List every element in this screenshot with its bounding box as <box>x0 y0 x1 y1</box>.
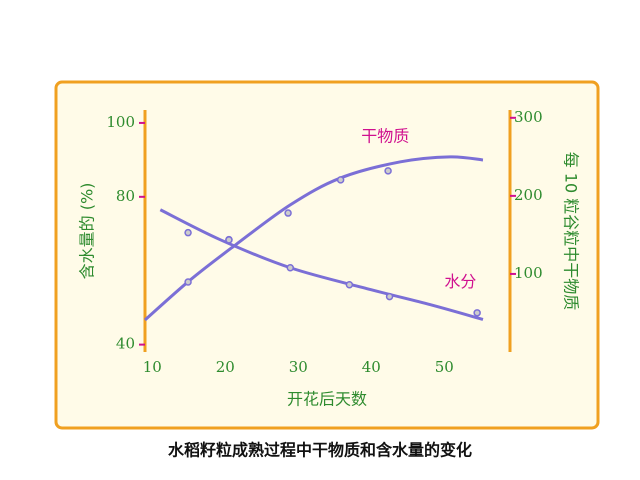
x-tick-label: 40 <box>362 358 381 376</box>
y2-tick-label: 200 <box>514 186 543 204</box>
y2-axis-title: 每 10 粒谷粒中干物质 <box>562 152 581 311</box>
frame <box>54 80 600 430</box>
data-point <box>286 264 295 272</box>
data-point <box>336 176 345 184</box>
data-point <box>384 167 392 175</box>
curve <box>159 208 484 321</box>
chart-title: 水稻籽粒成熟过程中干物质和含水量的变化 <box>168 441 472 460</box>
curve <box>144 155 484 322</box>
data-point <box>284 209 292 217</box>
series-label: 干物质 <box>361 126 409 145</box>
data-point <box>345 281 354 289</box>
y-tick-label: 100 <box>106 113 135 131</box>
y-axis-title: 含水量的 (%) <box>78 183 97 280</box>
series-label: 水分 <box>444 272 476 291</box>
y-tick-label: 40 <box>116 335 135 353</box>
data-point <box>184 278 192 286</box>
x-tick-label: 30 <box>289 358 308 376</box>
x-tick-label: 20 <box>216 358 235 376</box>
y2-tick-label: 100 <box>514 264 543 282</box>
data-point <box>184 228 192 237</box>
x-tick-label: 50 <box>435 358 454 376</box>
y-tick-label: 80 <box>116 187 135 205</box>
data-point <box>385 292 394 301</box>
x-axis-title: 开花后天数 <box>287 390 367 409</box>
y2-tick-label: 300 <box>514 108 543 126</box>
x-tick-label: 10 <box>143 358 162 376</box>
data-point <box>225 236 233 244</box>
data-point <box>473 309 481 317</box>
